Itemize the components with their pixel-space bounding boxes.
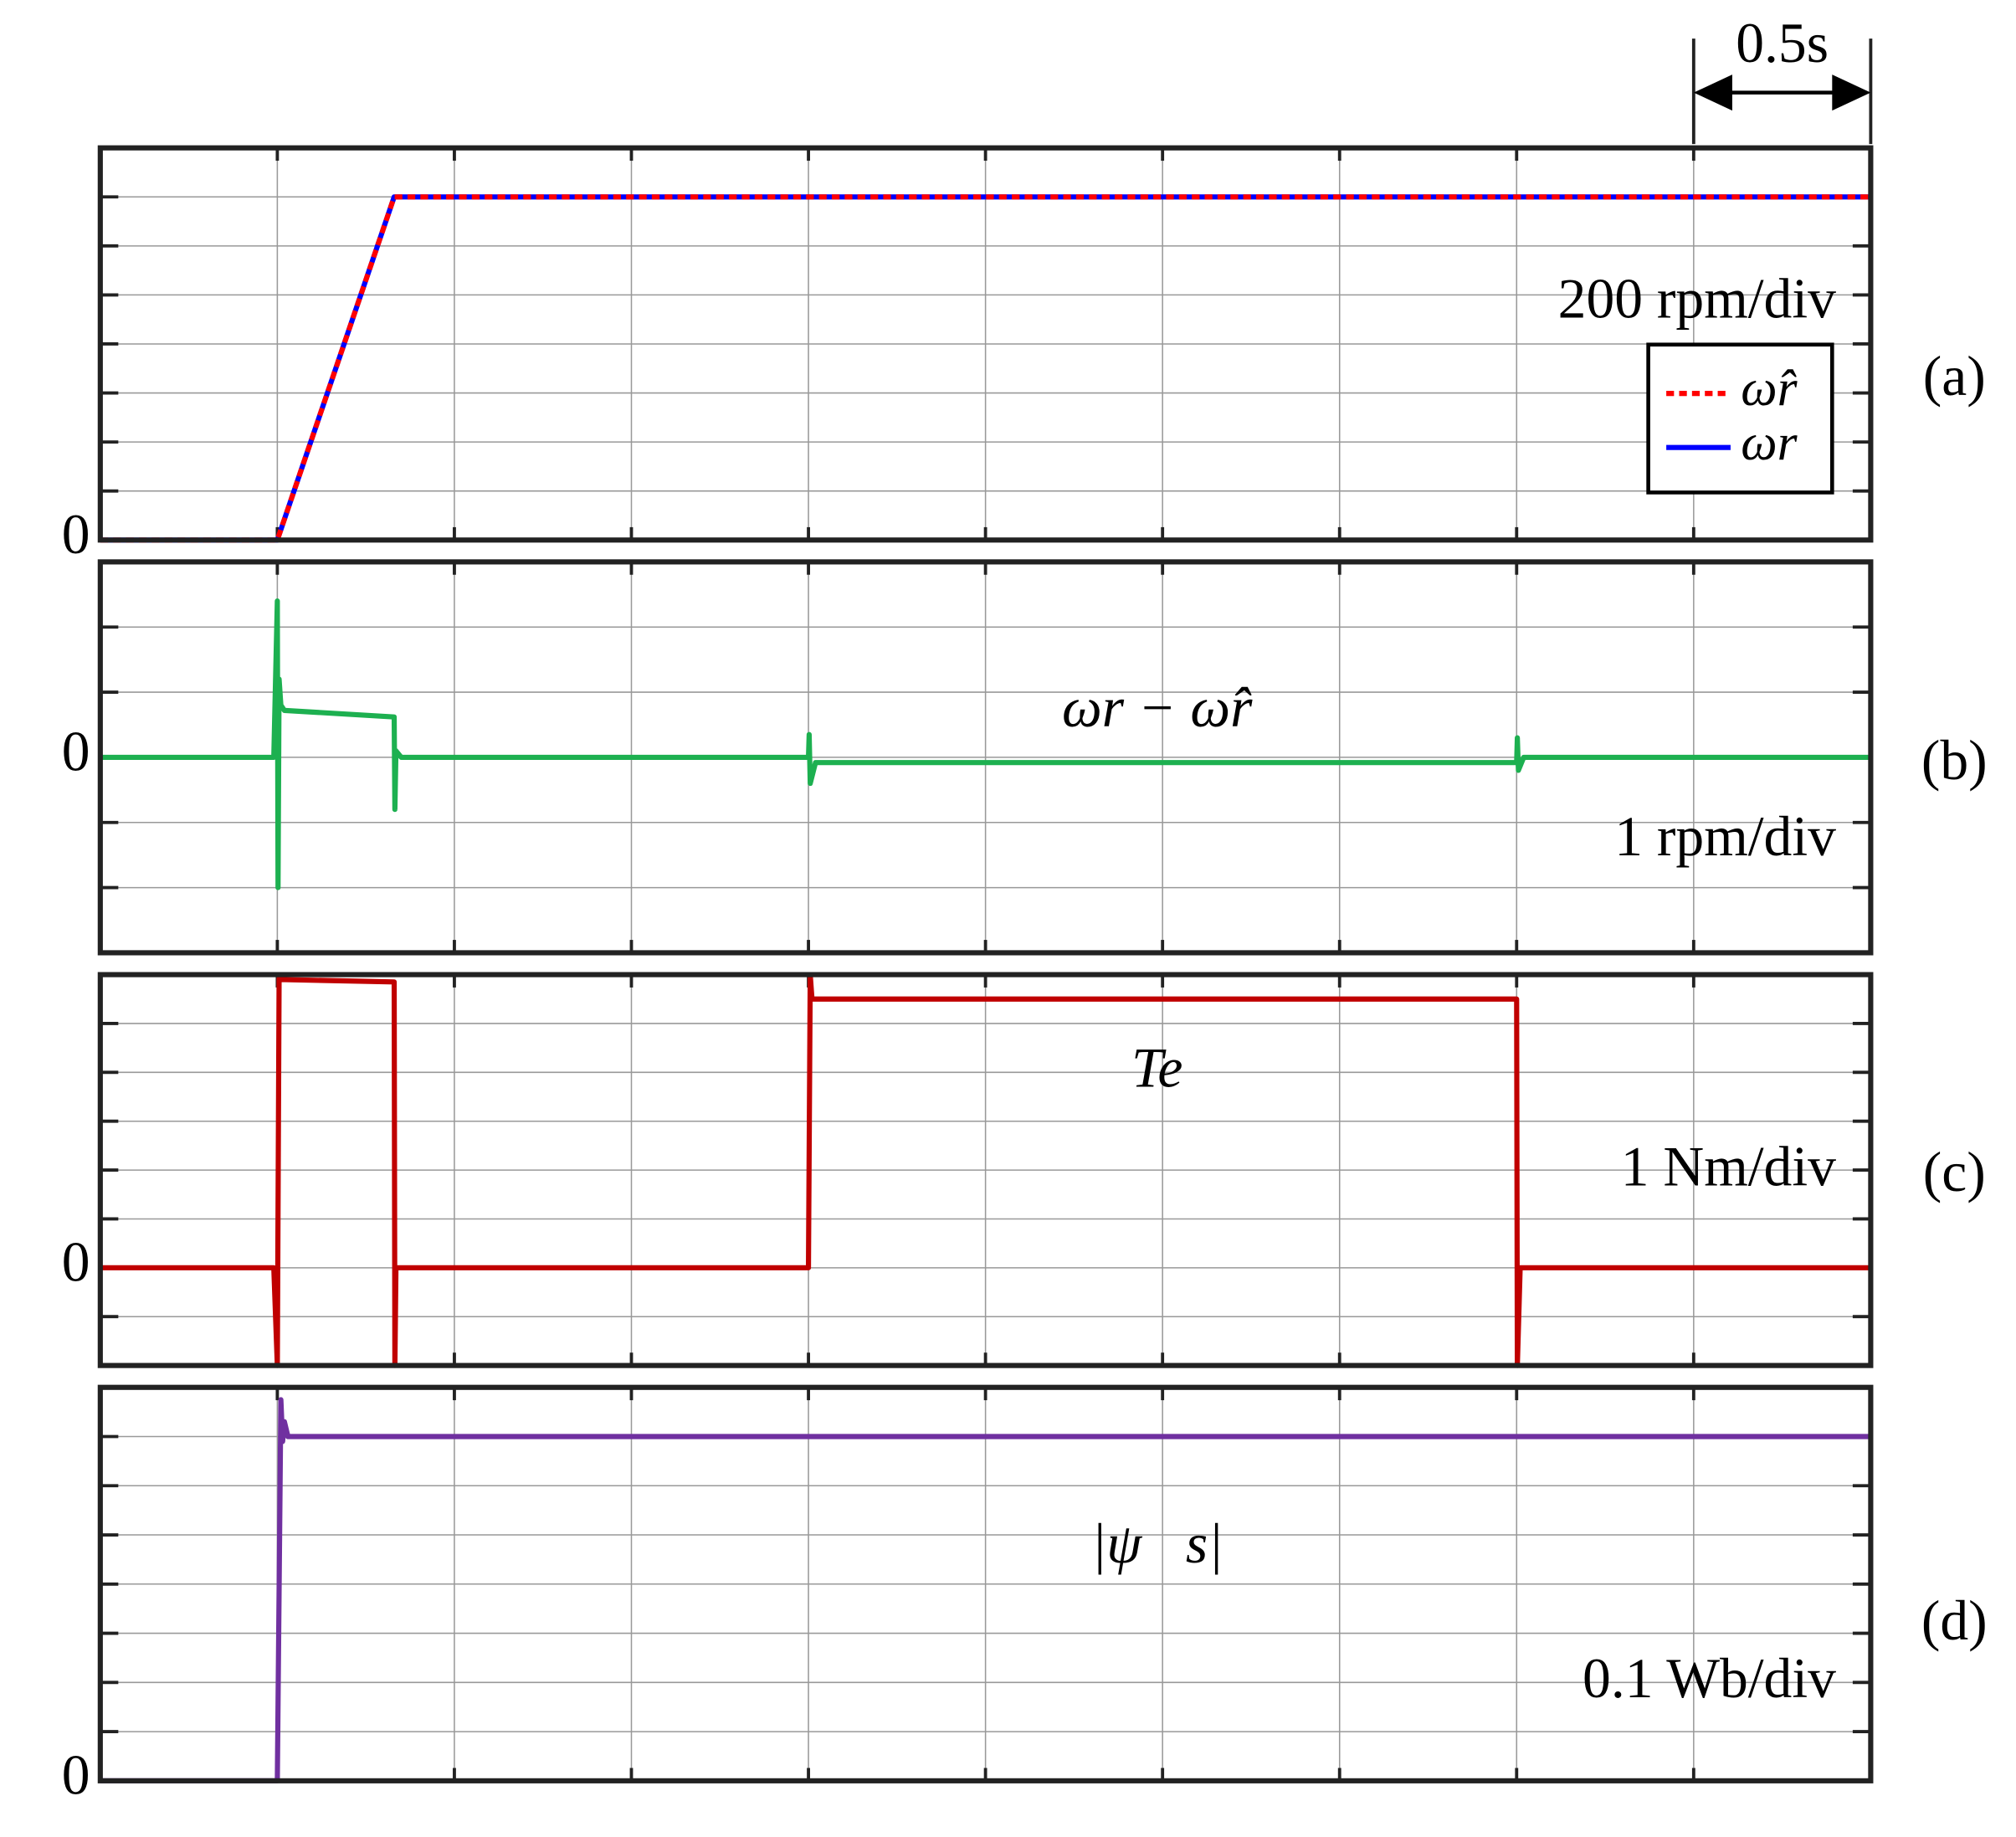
legend-label: ω̂r bbox=[1741, 360, 1798, 417]
legend-box bbox=[1646, 342, 1834, 495]
data-line bbox=[100, 1397, 1871, 1783]
legend-label: ωr bbox=[1741, 414, 1798, 471]
unit-label: 200 rpm/div bbox=[1558, 268, 1836, 331]
y-tick-label: 0 bbox=[62, 503, 90, 566]
plot-frame bbox=[97, 972, 1874, 1368]
unit-label: 1 rpm/div bbox=[1614, 805, 1836, 868]
panel-label: (b) bbox=[1921, 729, 1988, 792]
unit-label: 1 Nm/div bbox=[1621, 1136, 1836, 1198]
panel-label: (a) bbox=[1923, 345, 1986, 408]
data-line bbox=[100, 598, 1871, 890]
data-line bbox=[100, 972, 1871, 1368]
plot-frame bbox=[97, 559, 1874, 956]
arrow-head bbox=[1832, 74, 1871, 111]
y-tick-label: 0 bbox=[62, 720, 90, 783]
annotation: |ψ⃗s| bbox=[1091, 1512, 1223, 1575]
arrow-head bbox=[1693, 74, 1732, 111]
plot-frame bbox=[97, 1384, 1874, 1783]
data-line bbox=[100, 194, 1871, 543]
unit-label: 0.1 Wb/div bbox=[1583, 1647, 1836, 1710]
panel-label: (c) bbox=[1923, 1141, 1986, 1203]
annotation: Te bbox=[1131, 1036, 1182, 1099]
y-tick-label: 0 bbox=[62, 1230, 90, 1293]
annotation: ωr − ω̂r bbox=[1062, 676, 1253, 739]
plot-frame bbox=[97, 145, 1874, 543]
y-tick-label: 0 bbox=[62, 1743, 90, 1806]
scale-bar-label: 0.5s bbox=[1736, 12, 1829, 74]
panel-label: (d) bbox=[1921, 1589, 1988, 1652]
